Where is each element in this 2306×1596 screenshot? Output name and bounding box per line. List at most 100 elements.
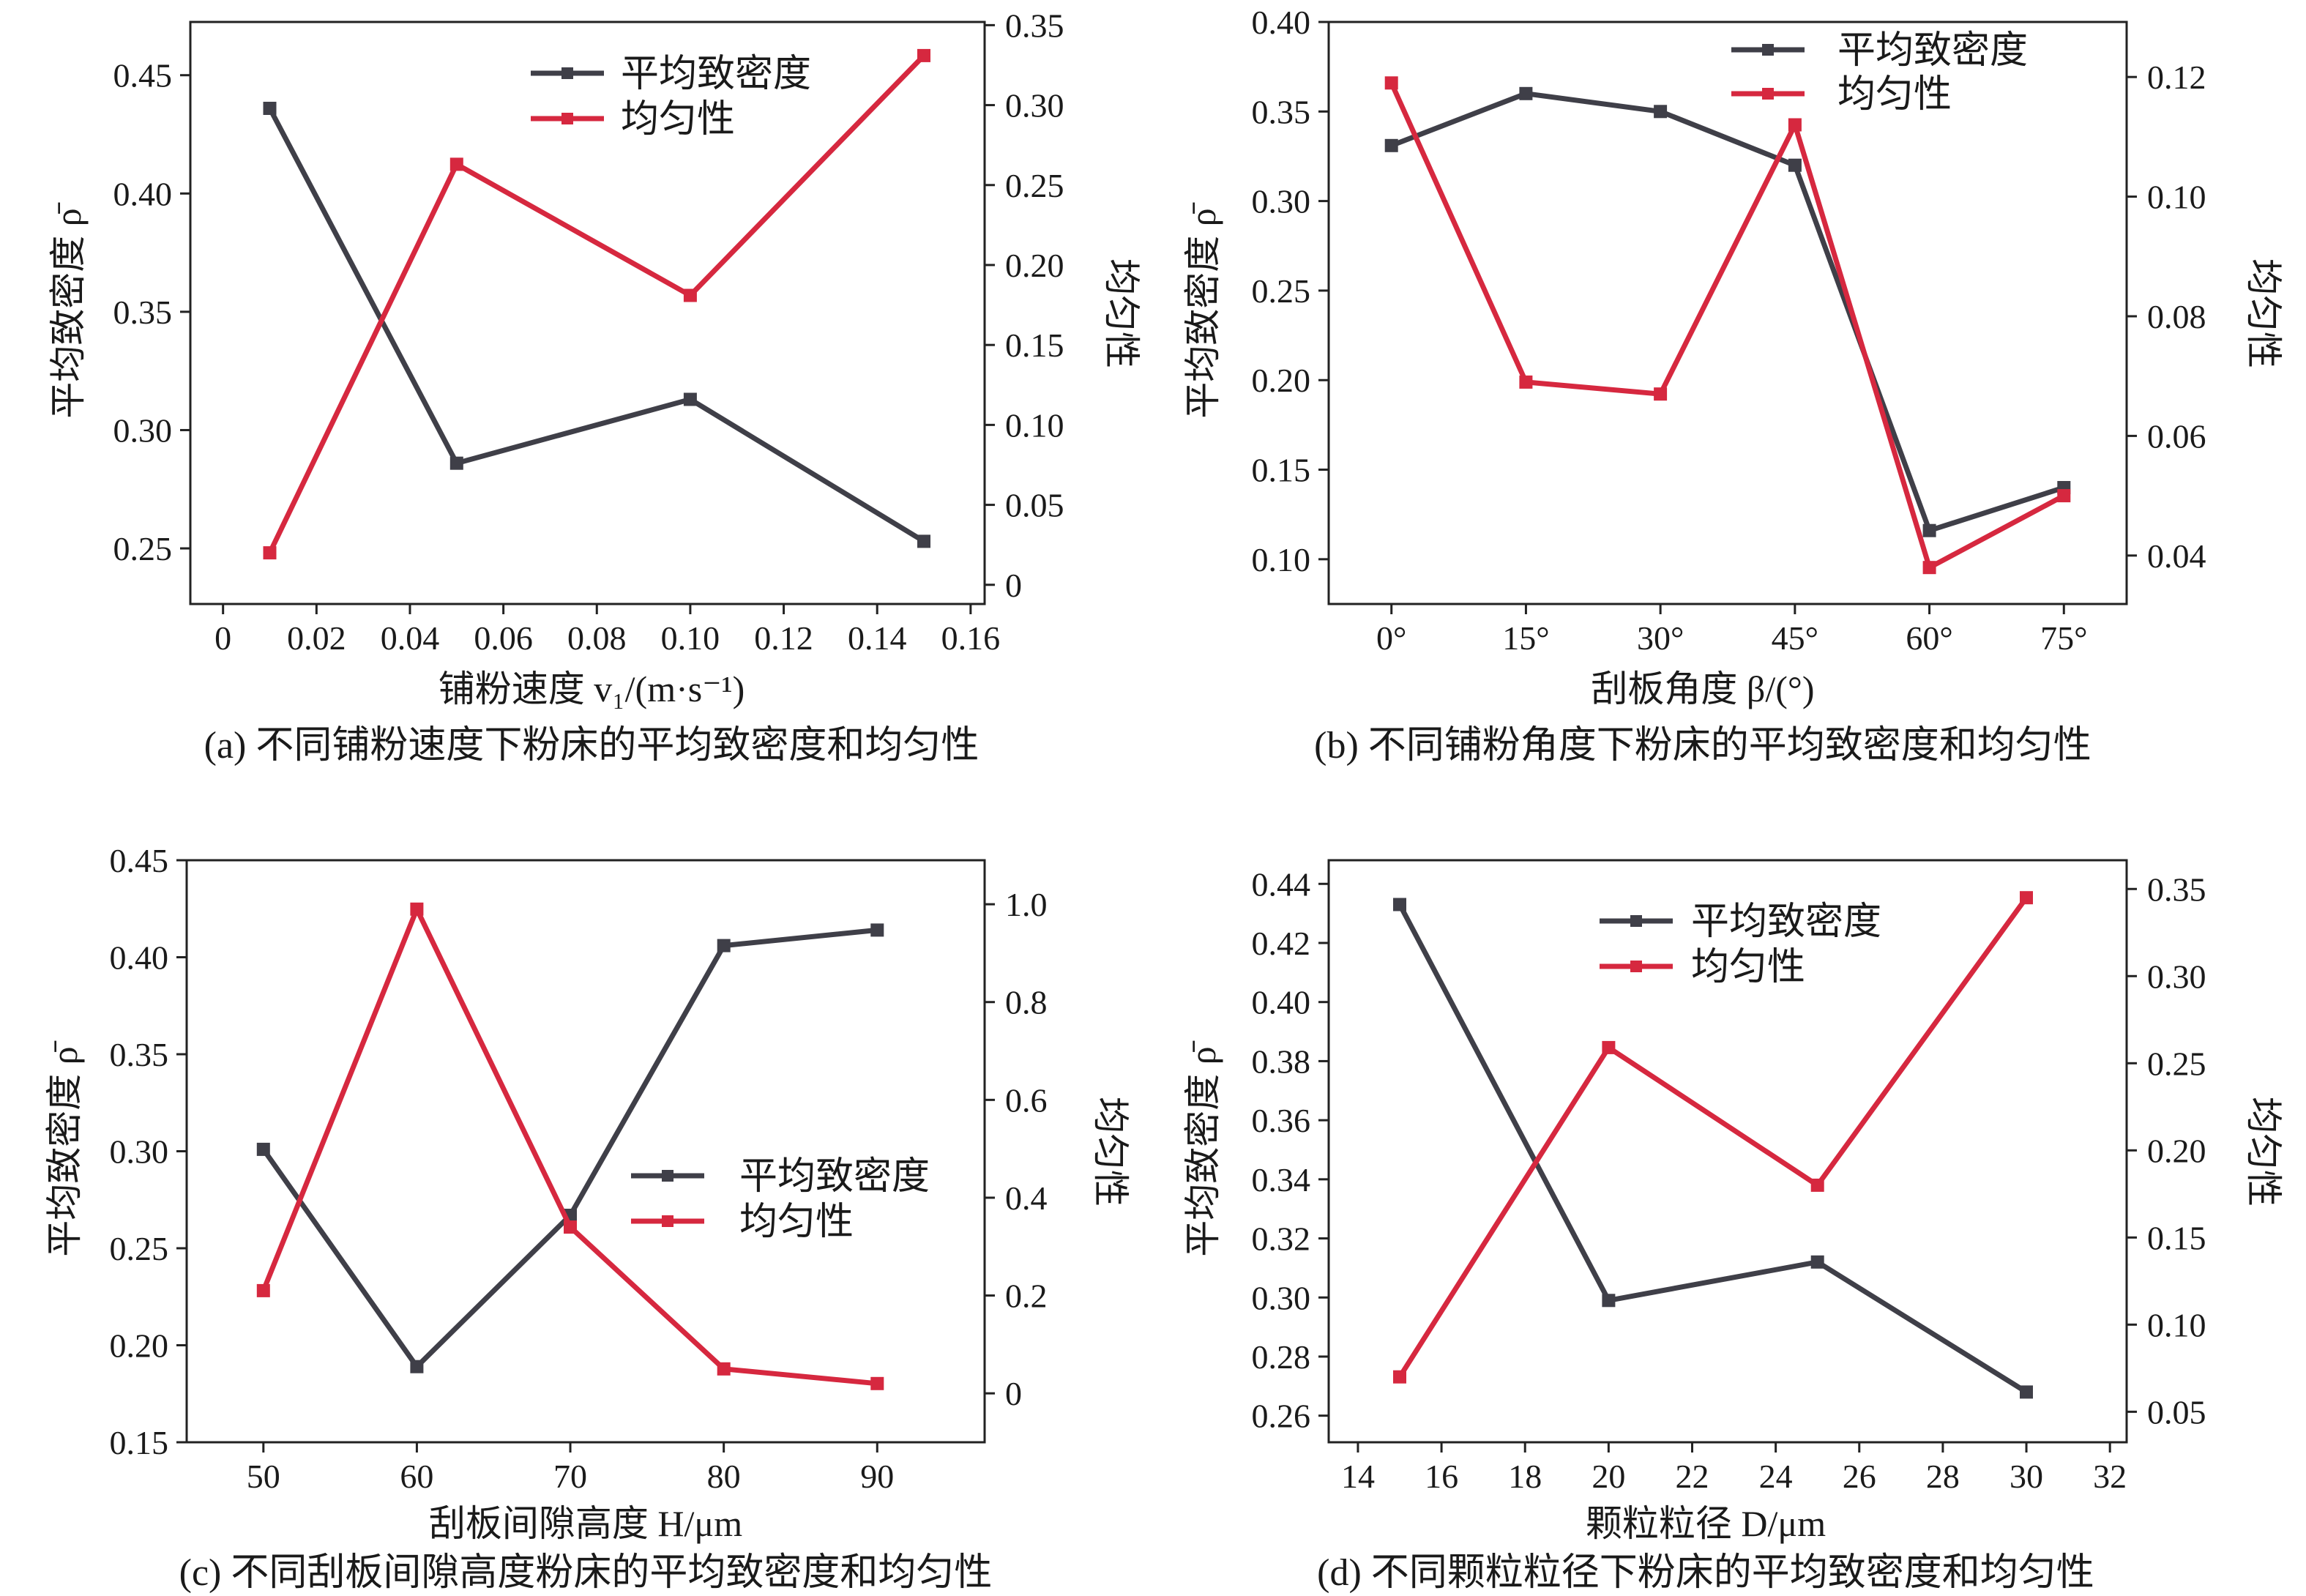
uniformity-line: [261, 906, 878, 1387]
y-tick-label: 0.45: [110, 842, 169, 879]
x-tick-label: 0.10: [661, 619, 720, 657]
y-tick-label: 0.30: [1252, 183, 1311, 220]
legend-label-density: 平均致密度: [1691, 901, 1881, 943]
x-tick-label: 60: [400, 1458, 433, 1495]
uniformity-point: [1602, 1040, 1616, 1054]
panel-b: 0.100.150.200.250.300.350.40 0.040.060.0…: [1182, 4, 2284, 767]
y-tick-label: 0.35: [113, 294, 173, 331]
legend-label-density: 平均致密度: [621, 53, 811, 95]
y2-tick-label: 0.8: [1005, 984, 1048, 1021]
panel-a-y2-axis-label: 均匀性: [1101, 258, 1142, 368]
x-tick-label: 32: [2093, 1458, 2127, 1495]
uniformity-line: [1398, 896, 2029, 1379]
uniformity-point: [870, 1376, 884, 1390]
uniformity-point: [449, 157, 463, 171]
y2-tick-label: 0.4: [1005, 1179, 1048, 1217]
y2-tick-label: 0.08: [2147, 298, 2206, 335]
panel-d-caption: (d) 不同颗粒粒径下粉床的平均致密度和均匀性: [1317, 1552, 2094, 1594]
uniformity-point: [263, 546, 277, 560]
x-tick-label: 70: [553, 1458, 587, 1495]
y-tick-label: 0.15: [1252, 452, 1311, 489]
legend-label-density: 平均致密度: [739, 1156, 930, 1198]
y-tick-label: 0.40: [110, 939, 169, 977]
x-tick-label: 0.14: [848, 619, 907, 657]
y2-tick-label: 0.15: [1005, 327, 1064, 364]
x-tick-label: 60°: [1906, 619, 1952, 657]
y2-tick-label: 0.05: [2147, 1393, 2206, 1431]
panel-b-caption: (b) 不同铺粉角度下粉床的平均致密度和均匀性: [1314, 725, 2092, 767]
panel-d-series-uniformity: [1393, 891, 2033, 1384]
panel-a-series-density: [263, 102, 930, 548]
uniformity-point: [1393, 1370, 1406, 1384]
x-tick-label: 0.08: [567, 619, 627, 657]
y-tick-label: 0.42: [1252, 925, 1311, 962]
y-tick-label: 0.36: [1252, 1102, 1311, 1139]
legend-label-density: 平均致密度: [1837, 30, 2028, 72]
density-point: [917, 534, 930, 548]
panel-c-x-axis-label: 刮板间隙高度 H/μm: [429, 1503, 742, 1544]
panel-a-caption: (a) 不同铺粉速度下粉床的平均致密度和均匀性: [204, 725, 980, 767]
y-tick-label: 0.32: [1252, 1220, 1311, 1258]
density-point: [1393, 898, 1406, 911]
y-tick-label: 0.45: [113, 57, 173, 94]
y-tick-label: 0.35: [110, 1036, 169, 1073]
y-tick-label: 0.15: [110, 1424, 169, 1461]
x-tick-label: 90: [860, 1458, 894, 1495]
density-point: [2020, 1385, 2033, 1399]
y2-tick-label: 0.2: [1005, 1278, 1048, 1315]
panel-d-y2-ticks: 0.05 0.10 0.15 0.20 0.25 0.30 0.35: [2127, 870, 2206, 1431]
legend-marker-density: [561, 67, 573, 79]
x-tick-label: 26: [1843, 1458, 1876, 1495]
y2-tick-label: 0.20: [2147, 1132, 2206, 1169]
x-tick-label: 0: [214, 619, 231, 657]
panel-a-x-axis-label: 铺粉速度 v₁/(m·s⁻¹): [439, 668, 745, 709]
uniformity-point: [410, 902, 424, 916]
density-point: [449, 456, 463, 470]
panel-a-frame: [189, 20, 986, 605]
y2-tick-label: 0.10: [1005, 406, 1064, 444]
y-tick-label: 0.40: [1252, 4, 1311, 41]
y2-tick-label: 0.35: [1005, 7, 1064, 44]
x-tick-label: 75°: [2040, 619, 2087, 657]
density-point: [1788, 158, 1802, 172]
y-tick-label: 0.34: [1252, 1161, 1311, 1198]
panel-d-x-ticks: 14 16 18 20 22 24 26 28 30 32: [1341, 1442, 2127, 1495]
y-tick-label: 0.30: [113, 411, 173, 449]
y2-tick-label: 1.0: [1005, 886, 1048, 923]
x-tick-label: 0.04: [381, 619, 440, 657]
x-tick-label: 0.02: [287, 619, 346, 657]
panel-a-legend: 平均致密度 均匀性: [531, 53, 811, 141]
panel-d-y-axis-label: 平均致密度 ρ̄: [1182, 1040, 1223, 1256]
density-line: [261, 927, 878, 1370]
y2-tick-label: 0.25: [2147, 1045, 2206, 1082]
panel-c-y2-ticks: 0 0.2 0.4 0.6 0.8 1.0: [985, 886, 1048, 1412]
y2-tick-label: 0.10: [2147, 1306, 2206, 1343]
x-tick-label: 16: [1425, 1458, 1458, 1495]
density-point: [1602, 1294, 1616, 1308]
x-tick-label: 80: [707, 1458, 741, 1495]
uniformity-point: [917, 48, 930, 62]
uniformity-line: [1389, 81, 2065, 570]
y-tick-label: 0.35: [1252, 93, 1311, 130]
panel-c-series-density: [256, 923, 884, 1373]
panel-a: 0.25 0.30 0.35 0.40 0.45 0 0.05 0.10 0.15 0.20 0.…: [48, 7, 1142, 767]
uniformity-line: [267, 53, 926, 554]
y2-tick-label: 0: [1005, 567, 1022, 604]
panel-b-y-axis-label: 平均致密度 ρ̄: [1182, 202, 1223, 418]
y-tick-label: 0.30: [1252, 1279, 1311, 1316]
y-tick-label: 0.20: [1252, 362, 1311, 399]
panel-a-y-ticks: 0.25 0.30 0.35 0.40 0.45: [113, 57, 190, 567]
panel-a-y2-ticks: 0 0.05 0.10 0.15 0.20 0.25 0.30 0.35: [985, 7, 1064, 604]
panel-c-x-ticks: 50 60 70 80 90: [247, 1442, 894, 1495]
x-tick-label: 0.12: [754, 619, 813, 657]
uniformity-point: [564, 1220, 577, 1234]
panel-d-y2-axis-label: 均匀性: [2243, 1097, 2284, 1207]
x-tick-label: 30: [2010, 1458, 2043, 1495]
density-point: [263, 102, 277, 115]
uniformity-point: [1922, 561, 1936, 575]
panel-d-legend: 平均致密度 均匀性: [1600, 901, 1881, 988]
density-point: [717, 939, 731, 952]
density-point: [1810, 1255, 1824, 1269]
uniformity-point: [1810, 1178, 1824, 1192]
panel-c-frame: [185, 859, 986, 1444]
